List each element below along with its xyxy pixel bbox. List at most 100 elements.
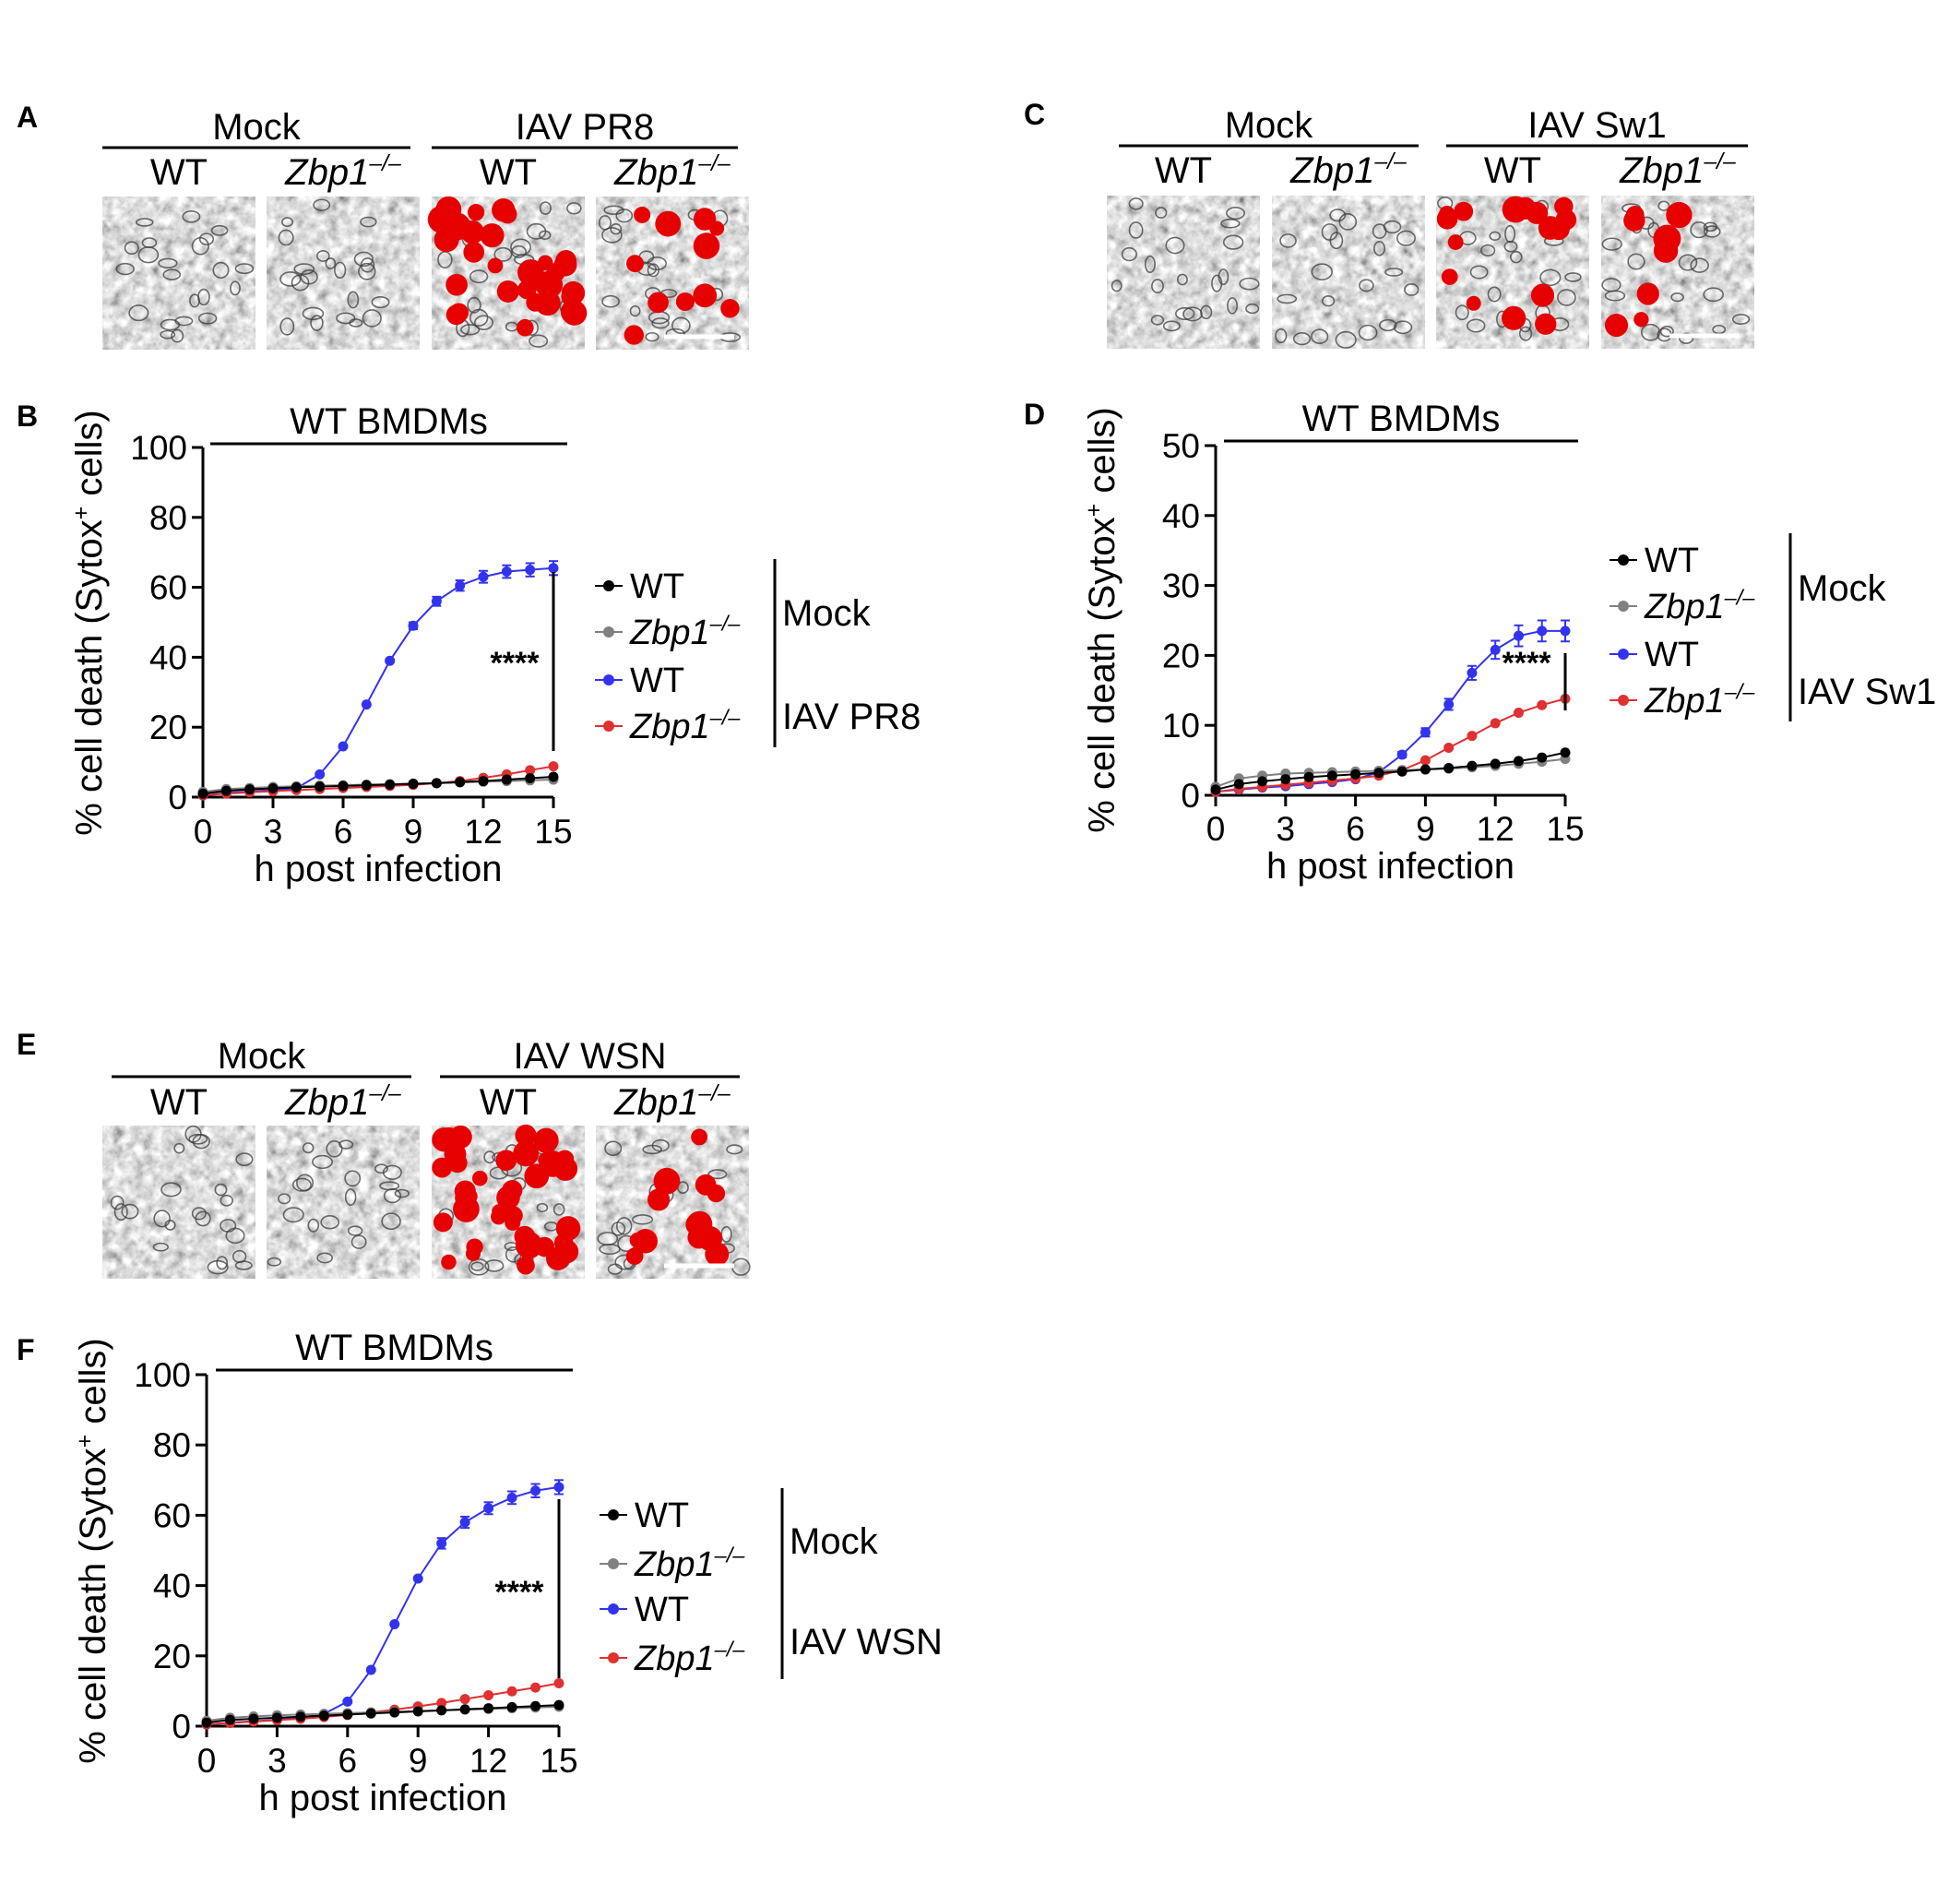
data-point (459, 1517, 470, 1528)
y-axis-label-end: cells) (73, 1338, 113, 1434)
x-tick-label: 3 (264, 813, 283, 851)
cell-outline (566, 202, 582, 215)
cell-outline (469, 269, 489, 284)
cell-outline (115, 262, 135, 276)
data-point (361, 699, 372, 710)
data-point (553, 1482, 564, 1493)
x-tick-label: 3 (267, 1742, 287, 1780)
dead-cell-marker (693, 208, 717, 231)
legend-marker (608, 1652, 619, 1663)
data-point (431, 596, 442, 607)
cell-outline (1220, 218, 1241, 229)
data-point (525, 565, 536, 576)
legend-entry: WT (635, 1591, 689, 1629)
genotype-name: Zbp1 (284, 152, 369, 193)
data-point (483, 1689, 494, 1700)
x-tick-label: 12 (469, 1742, 507, 1780)
data-point (483, 1703, 494, 1714)
data-point (459, 1704, 470, 1715)
genotype-label: WT (150, 1082, 208, 1123)
genotype-superscript: –/– (714, 1543, 746, 1567)
cell-outline (1200, 304, 1213, 320)
data-point (1443, 762, 1455, 773)
cell-outline (113, 1203, 128, 1222)
data-point (248, 1713, 259, 1724)
data-point (1490, 758, 1501, 769)
data-point (412, 1573, 423, 1584)
y-tick-label: 40 (1162, 497, 1200, 535)
y-axis-label-end: cells) (1082, 407, 1123, 503)
cell-outline (1601, 278, 1621, 292)
dead-cell-marker (433, 1212, 453, 1233)
legend-entry: WT (635, 1496, 689, 1535)
y-tick-label: 40 (149, 638, 187, 676)
cell-outline (1466, 318, 1486, 333)
significance-stars: **** (1503, 646, 1552, 681)
cell-outline (189, 293, 200, 308)
cell-outline (184, 1125, 202, 1143)
data-point (291, 781, 302, 793)
cell-outline (158, 257, 178, 268)
data-point (530, 1700, 541, 1711)
data-point (244, 784, 255, 795)
dead-cell-marker (467, 204, 485, 221)
cell-outline (1518, 326, 1533, 341)
cell-outline (607, 1263, 623, 1275)
cell-outline (552, 1203, 565, 1216)
cell-outline (197, 312, 218, 325)
cell-outline (1359, 279, 1374, 292)
data-point (1210, 784, 1221, 795)
data-point (1303, 771, 1314, 782)
cell-outline (1489, 231, 1502, 242)
legend-entry: Zbp1–/– (634, 1638, 745, 1678)
legend-marker (1618, 649, 1629, 660)
y-tick-label: 20 (1162, 637, 1200, 674)
cell-outline (336, 312, 356, 325)
cell-outline (1226, 207, 1246, 220)
cell-outline (1469, 265, 1489, 280)
cell-outline (467, 296, 481, 314)
cell-outline (212, 261, 230, 279)
cell-outline (1239, 277, 1260, 291)
data-point (1443, 698, 1455, 709)
series-line (1215, 757, 1566, 788)
legend-group-label: Mock (782, 593, 872, 634)
cell-outline (1128, 197, 1144, 210)
dead-cell-marker (447, 1152, 468, 1174)
legend-group-label: IAV Sw1 (1798, 672, 1936, 712)
genotype-superscript: –/– (1724, 586, 1756, 610)
cell-outline (141, 237, 158, 248)
dead-cell-marker (1653, 224, 1681, 253)
micrograph-image (102, 1125, 255, 1279)
cell-outline (191, 1207, 207, 1221)
dead-cell-marker (707, 1184, 726, 1203)
genotype-name: Zbp1 (634, 1545, 715, 1584)
x-axis-label: h post infection (258, 1778, 506, 1818)
micrograph-background (102, 1126, 255, 1279)
cell-outline (1712, 324, 1727, 335)
cell-outline (484, 1259, 505, 1272)
cell-outline (220, 1194, 234, 1207)
dead-cell-marker (514, 1225, 536, 1247)
legend-marker (1618, 554, 1629, 566)
condition-label: Mock (1225, 105, 1314, 146)
cell-outline (320, 1215, 340, 1230)
data-point (412, 1706, 423, 1717)
genotype-superscript: –/– (697, 1081, 731, 1106)
micrograph-image (267, 1126, 420, 1279)
y-axis-label-main: % cell death (Sytox (73, 1448, 113, 1763)
cell-outline (1679, 332, 1694, 344)
chart-title: WT BMDMs (290, 401, 488, 442)
genotype-superscript: –/– (1724, 680, 1756, 704)
cell-outline (1218, 268, 1229, 286)
dead-cell-marker (624, 325, 644, 345)
cell-outline (1311, 263, 1333, 280)
dead-cell-marker (441, 1254, 457, 1270)
y-tick-label: 0 (1181, 777, 1200, 815)
legend-marker (608, 1558, 619, 1569)
cell-outline (1338, 213, 1358, 231)
y-axis-label: % cell death (Sytox+ cells) (72, 1338, 113, 1763)
series-line (1215, 629, 1565, 793)
cell-outline (1150, 315, 1165, 326)
cell-outline (1128, 221, 1144, 239)
